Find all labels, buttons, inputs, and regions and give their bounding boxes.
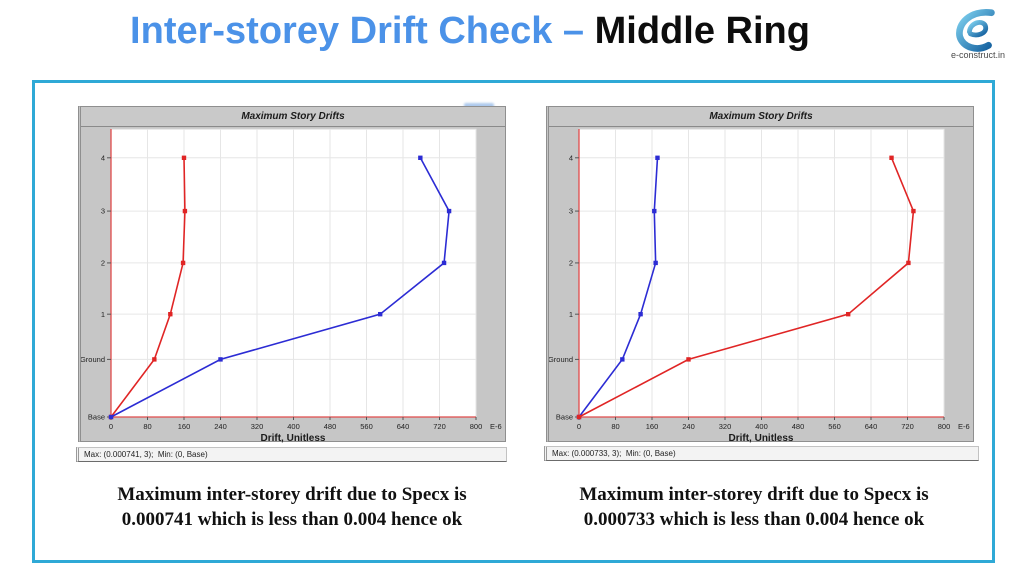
chart-title: Maximum Story Drifts [549, 107, 973, 127]
svg-text:Base: Base [556, 413, 573, 422]
data-point-marker [446, 208, 452, 214]
x-axis-title: Drift, Unitless [728, 433, 793, 443]
data-point-marker [182, 208, 188, 214]
caption-line: Maximum inter-storey drift due to Specx … [117, 484, 467, 505]
svg-text:560: 560 [828, 422, 841, 431]
story-drift-chart-canvas: 0 80 160 240 320 400 480 560 640 720 800 E-6 Base Gro… [81, 128, 502, 443]
svg-text:4: 4 [569, 153, 573, 162]
svg-text:800: 800 [470, 422, 483, 431]
gridlines [111, 129, 477, 417]
data-point-marker [906, 260, 911, 266]
svg-text:2: 2 [569, 259, 573, 268]
svg-text:640: 640 [397, 422, 410, 431]
series-drift-red [576, 155, 916, 420]
svg-text:0: 0 [577, 422, 581, 431]
svg-text:3: 3 [101, 207, 105, 216]
series-line [578, 157, 915, 418]
svg-text:400: 400 [287, 422, 300, 431]
svg-text:1: 1 [101, 310, 105, 319]
data-point-marker [377, 311, 383, 317]
svg-text:80: 80 [611, 422, 619, 431]
svg-text:640: 640 [865, 422, 878, 431]
chart-title: Maximum Story Drifts [81, 107, 505, 127]
data-point-marker [441, 260, 447, 266]
chart-status-bar: Max: (0.000741, 3); Min: (0, Base) [76, 447, 507, 462]
data-point-marker [168, 311, 173, 317]
svg-text:720: 720 [901, 422, 914, 431]
svg-text:560: 560 [360, 422, 373, 431]
data-point-marker [620, 357, 625, 362]
data-point-marker [655, 155, 660, 160]
series-line [578, 157, 659, 418]
data-point-marker [108, 414, 114, 420]
svg-text:480: 480 [324, 422, 337, 431]
svg-text:3: 3 [569, 207, 573, 216]
svg-text:400: 400 [755, 422, 768, 431]
chart-status-bar: Max: (0.000733, 3); Min: (0, Base) [544, 446, 979, 461]
logo-e-swoosh-icon [956, 9, 995, 52]
data-point-marker [152, 357, 157, 362]
slide-title-black-part: Middle Ring [594, 10, 810, 52]
data-point-marker [218, 357, 223, 362]
svg-text:320: 320 [251, 422, 264, 431]
data-point-marker [576, 414, 582, 420]
story-drift-chart-window-right: Maximum Story Drifts 0 80 160 240 320 400 480 5… [546, 106, 974, 443]
x-unit-suffix: E-6 [490, 422, 502, 431]
svg-text:800: 800 [938, 422, 951, 431]
data-point-marker [638, 311, 643, 317]
svg-text:160: 160 [646, 422, 659, 431]
caption-left: Maximum inter-storey drift due to Specx … [66, 482, 518, 532]
caption-right: Maximum inter-storey drift due to Specx … [528, 482, 980, 532]
data-point-marker [845, 311, 851, 317]
data-point-marker [180, 260, 186, 266]
svg-text:160: 160 [178, 422, 191, 431]
company-logo: e-construct.in [938, 6, 1018, 60]
caption-line: 0.000733 which is less than 0.004 hence … [583, 509, 925, 530]
data-point-marker [889, 155, 894, 160]
x-unit-suffix: E-6 [958, 422, 970, 431]
svg-text:240: 240 [682, 422, 695, 431]
x-tick-labels: 0 80 160 240 320 400 480 560 640 720 800 E-6 [109, 417, 502, 431]
data-point-marker [653, 260, 658, 266]
svg-text:320: 320 [719, 422, 732, 431]
svg-text:1: 1 [569, 310, 573, 319]
data-point-marker [686, 357, 691, 362]
x-axis-title: Drift, Unitless [260, 433, 325, 443]
svg-text:2: 2 [101, 259, 105, 268]
svg-text:Ground: Ground [549, 355, 573, 364]
data-point-marker [911, 208, 916, 214]
svg-text:0: 0 [109, 422, 113, 431]
svg-text:480: 480 [792, 422, 805, 431]
series-line [110, 157, 450, 418]
svg-text:Ground: Ground [81, 355, 105, 364]
data-point-marker [652, 208, 657, 214]
svg-text:80: 80 [143, 422, 151, 431]
story-drift-chart-window-left: Maximum Story Drifts 0 80 160 240 320 400 480 5… [78, 106, 506, 443]
svg-text:4: 4 [101, 153, 105, 162]
data-point-marker [181, 155, 187, 160]
logo-text: e-construct.in [950, 50, 1006, 60]
slide-title: Inter-storey Drift Check – Middle Ring [0, 10, 940, 53]
series-drift-blue [108, 155, 452, 420]
series-line [110, 157, 186, 418]
svg-text:Base: Base [88, 413, 105, 422]
svg-text:240: 240 [214, 422, 227, 431]
y-axis-labels: Base Ground 1 2 3 4 [549, 153, 579, 422]
data-point-marker [418, 155, 423, 160]
gridlines [579, 129, 945, 417]
y-axis-labels: Base Ground 1 2 3 4 [81, 153, 111, 422]
caption-line: Maximum inter-storey drift due to Specx … [579, 484, 929, 505]
slide-title-blue-part: Inter-storey Drift Check – [130, 10, 595, 52]
caption-line: 0.000741 which is less than 0.004 hence … [121, 509, 463, 530]
story-drift-chart-canvas: 0 80 160 240 320 400 480 560 640 720 800 E-6 Base Gro… [549, 128, 970, 443]
x-tick-labels: 0 80 160 240 320 400 480 560 640 720 800 E-6 [577, 417, 970, 431]
svg-text:720: 720 [433, 422, 446, 431]
content-frame-border [32, 80, 995, 563]
